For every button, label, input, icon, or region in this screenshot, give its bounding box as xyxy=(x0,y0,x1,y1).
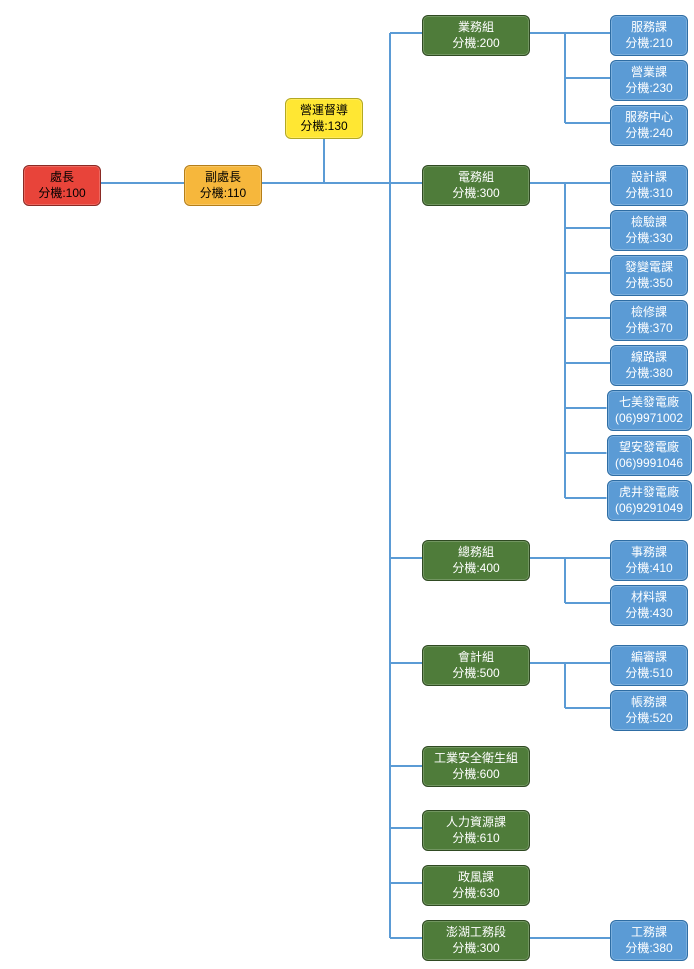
node-accounting: 會計組分機:500 xyxy=(422,645,530,686)
node-subtitle: 分機:630 xyxy=(452,886,499,900)
node-subtitle: 分機:110 xyxy=(200,186,246,200)
node-title: 副處長 xyxy=(205,170,241,184)
node-title: 營運督導 xyxy=(300,103,348,117)
node-title: 服務中心 xyxy=(625,110,673,124)
node-title: 工務課 xyxy=(631,925,667,939)
node-title: 設計課 xyxy=(631,170,667,184)
node-acc_ledger: 帳務課分機:520 xyxy=(610,690,688,731)
node-title: 望安發電廠 xyxy=(619,440,679,454)
node-el_hujing: 虎井發電廠 (06)9291049 xyxy=(607,480,692,521)
node-subtitle: 分機:300 xyxy=(452,186,499,200)
node-subtitle: 分機:410 xyxy=(625,561,672,575)
node-title: 澎湖工務段 xyxy=(446,925,506,939)
node-subtitle: 分機:100 xyxy=(38,186,85,200)
node-subtitle: 分機:600 xyxy=(452,767,499,781)
node-subtitle: 分機:240 xyxy=(625,126,672,140)
node-title: 服務課 xyxy=(631,20,667,34)
node-biz_sales: 營業課分機:230 xyxy=(610,60,688,101)
node-subtitle: 分機:520 xyxy=(625,711,672,725)
node-title: 虎井發電廠 xyxy=(619,485,679,499)
node-el_design: 設計課分機:310 xyxy=(610,165,688,206)
node-subtitle: 分機:200 xyxy=(452,36,499,50)
node-penghu_works: 工務課分機:380 xyxy=(610,920,688,961)
node-biz_center: 服務中心分機:240 xyxy=(610,105,688,146)
node-el_wangan: 望安發電廠 (06)9991046 xyxy=(607,435,692,476)
node-subtitle: 分機:330 xyxy=(625,231,672,245)
node-subtitle: 分機:350 xyxy=(625,276,672,290)
node-subtitle: 分機:380 xyxy=(625,941,672,955)
node-title: 會計組 xyxy=(458,650,494,664)
node-title: 總務組 xyxy=(458,545,494,559)
node-subtitle: 分機:300 xyxy=(452,941,499,955)
node-el_power: 發變電課分機:350 xyxy=(610,255,688,296)
node-ops: 營運督導分機:130 xyxy=(285,98,363,139)
node-subtitle: 分機:310 xyxy=(625,186,672,200)
node-subtitle: 分機:430 xyxy=(625,606,672,620)
node-title: 人力資源課 xyxy=(446,815,506,829)
node-hr: 人力資源課分機:610 xyxy=(422,810,530,851)
node-el_inspect: 檢驗課分機:330 xyxy=(610,210,688,251)
node-electrical: 電務組分機:300 xyxy=(422,165,530,206)
node-el_qimei: 七美發電廠 (06)9971002 xyxy=(607,390,692,431)
node-subtitle: 分機:510 xyxy=(625,666,672,680)
node-subtitle: (06)9991046 xyxy=(615,456,683,470)
node-general: 總務組分機:400 xyxy=(422,540,530,581)
node-director: 處長分機:100 xyxy=(23,165,101,206)
node-title: 檢修課 xyxy=(631,305,667,319)
connector-layer xyxy=(0,0,694,969)
node-subtitle: 分機:230 xyxy=(625,81,672,95)
node-subtitle: (06)9971002 xyxy=(615,411,683,425)
node-acc_audit: 編審課分機:510 xyxy=(610,645,688,686)
node-title: 工業安全衛生組 xyxy=(434,751,518,765)
org-chart-root: 處長分機:100 副處長分機:110 營運督導分機:130 業務組分機:200 服務課分… xyxy=(0,0,694,969)
node-subtitle: 分機:500 xyxy=(452,666,499,680)
node-safety: 工業安全衛生組分機:600 xyxy=(422,746,530,787)
node-subtitle: (06)9291049 xyxy=(615,501,683,515)
node-el_line: 線路課分機:380 xyxy=(610,345,688,386)
node-gen_affairs: 事務課分機:410 xyxy=(610,540,688,581)
node-gen_material: 材料課分機:430 xyxy=(610,585,688,626)
node-title: 帳務課 xyxy=(631,695,667,709)
node-title: 業務組 xyxy=(458,20,494,34)
node-subtitle: 分機:400 xyxy=(452,561,499,575)
node-title: 材料課 xyxy=(631,590,667,604)
node-business: 業務組分機:200 xyxy=(422,15,530,56)
node-title: 檢驗課 xyxy=(631,215,667,229)
node-ethics: 政風課分機:630 xyxy=(422,865,530,906)
node-title: 線路課 xyxy=(631,350,667,364)
node-title: 七美發電廠 xyxy=(619,395,679,409)
node-title: 編審課 xyxy=(631,650,667,664)
node-subtitle: 分機:370 xyxy=(625,321,672,335)
node-subtitle: 分機:380 xyxy=(625,366,672,380)
node-title: 處長 xyxy=(50,170,74,184)
node-deputy: 副處長分機:110 xyxy=(184,165,262,206)
node-subtitle: 分機:210 xyxy=(625,36,672,50)
node-subtitle: 分機:130 xyxy=(300,119,347,133)
node-title: 政風課 xyxy=(458,870,494,884)
node-title: 發變電課 xyxy=(625,260,673,274)
node-biz_service: 服務課分機:210 xyxy=(610,15,688,56)
node-title: 事務課 xyxy=(631,545,667,559)
node-title: 營業課 xyxy=(631,65,667,79)
node-penghu: 澎湖工務段分機:300 xyxy=(422,920,530,961)
node-el_maint: 檢修課分機:370 xyxy=(610,300,688,341)
node-subtitle: 分機:610 xyxy=(452,831,499,845)
node-title: 電務組 xyxy=(458,170,494,184)
